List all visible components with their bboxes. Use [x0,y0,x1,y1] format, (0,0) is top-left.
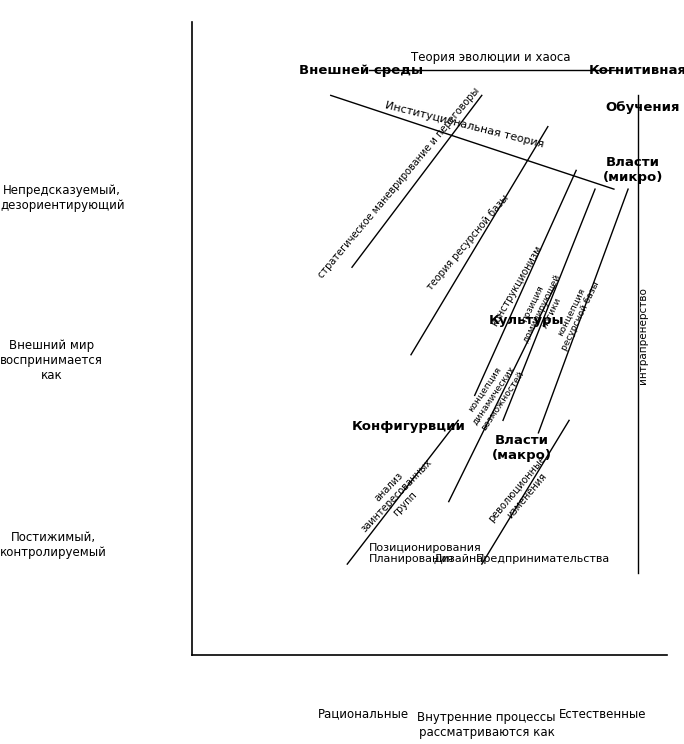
Text: стратегическое маневрирование и переговоры: стратегическое маневрирование и перегово… [317,86,482,280]
Text: Культуры: Культуры [489,314,564,327]
Text: Внешней среды: Внешней среды [300,64,423,77]
Text: Когнитивная: Когнитивная [588,64,684,77]
Text: Конфигурвции: Конфигурвции [352,420,466,433]
Text: революционные
изменения: революционные изменения [487,453,557,531]
Text: Естественные: Естественные [558,708,646,721]
Text: Институциональная теория: Институциональная теория [384,100,544,150]
Text: концепция
ресурсной базы: концепция ресурсной базы [551,276,601,353]
Text: Теория эволюции и хаоса: Теория эволюции и хаоса [412,51,571,63]
Text: Позиционирования
Планирования: Позиционирования Планирования [369,542,482,564]
Text: Власти
(микро): Власти (микро) [603,156,663,185]
Text: Внутренние процессы
рассматриваются как: Внутренние процессы рассматриваются как [417,711,555,740]
Text: интрапренерство: интрапренерство [638,287,648,385]
Text: Власти
(макро): Власти (макро) [492,434,552,463]
Text: Рациональные: Рациональные [318,708,409,721]
Text: Постижимый,
контролируемый: Постижимый, контролируемый [0,531,107,559]
Text: Дизайна: Дизайна [433,554,483,564]
Text: конструкционизм: конструкционизм [489,244,543,328]
Text: теория ресурсной базы: теория ресурсной базы [425,193,510,292]
Text: Предпринимательства: Предпринимательства [476,554,610,564]
Text: Внешний мир
воспринимается
как: Внешний мир воспринимается как [0,339,103,382]
Text: позиция
доминирующей
логики: позиция доминирующей логики [512,268,572,348]
Text: концепция
динамических
возможностей: концепция динамических возможностей [462,358,525,432]
Text: Обучения: Обучения [605,101,679,115]
Text: Непредсказуемый,
дезориентирующий: Непредсказуемый, дезориентирующий [0,185,124,213]
Text: анализ
заинтересованных
групп: анализ заинтересованных групп [351,449,443,542]
